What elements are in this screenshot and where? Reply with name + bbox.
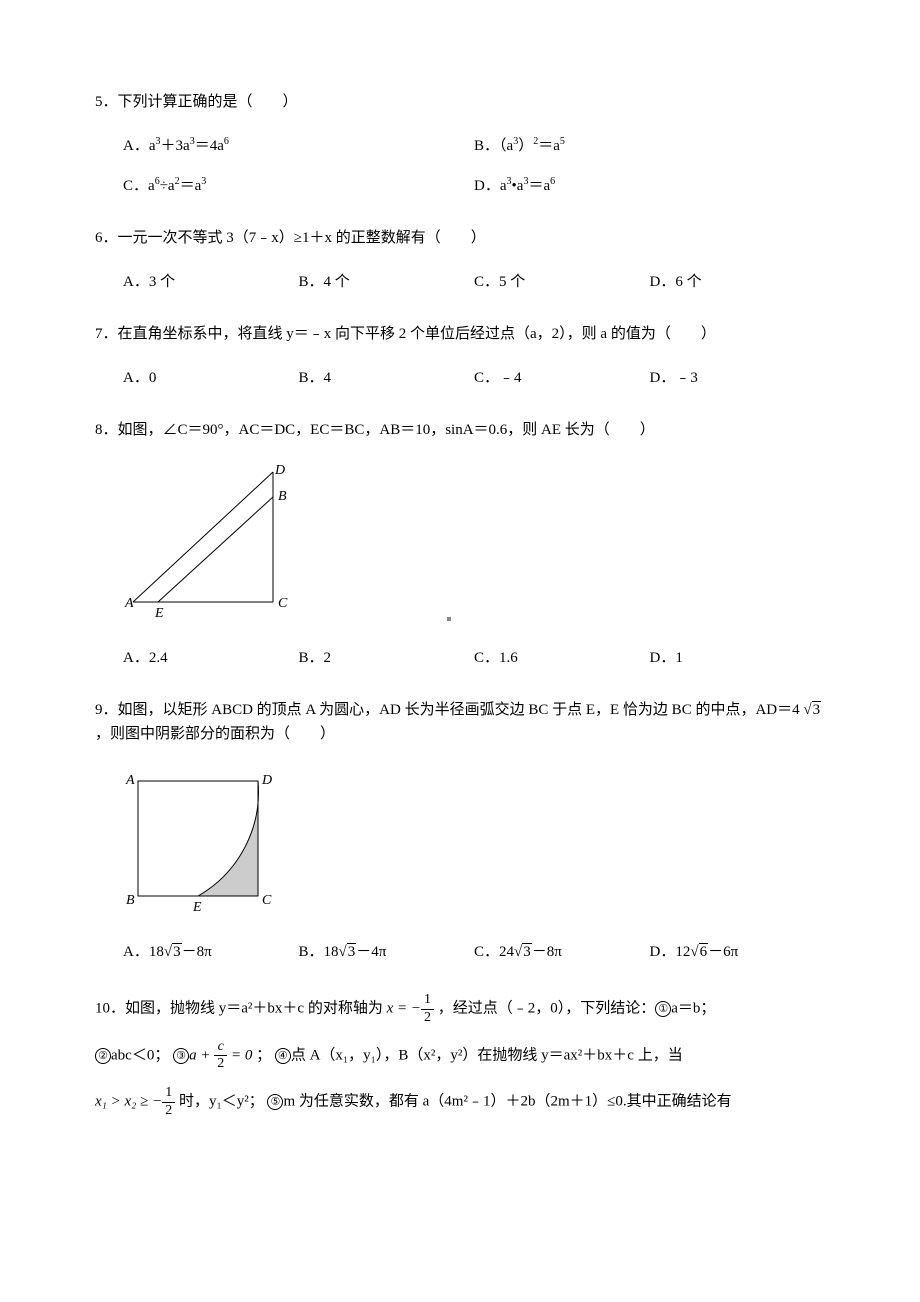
q5-option-c: C．a6÷a2＝a3: [123, 174, 474, 198]
question-10: 10．如图，抛物线 y＝a²＋bx＋c 的对称轴为 x = −12 ，经过点（﹣…: [95, 992, 825, 1120]
q6-option-a: A．3 个: [123, 270, 299, 294]
q6-option-d: D．6 个: [650, 270, 826, 294]
circled-1: ①: [655, 1001, 671, 1017]
label-E: E: [192, 900, 202, 915]
fraction: c2: [214, 1039, 227, 1074]
circled-3: ③: [173, 1048, 189, 1064]
label-A: A: [125, 773, 135, 788]
sqrt-icon: 3: [803, 698, 821, 722]
q8-figure: A E C B D: [123, 462, 825, 630]
circled-4: ④: [275, 1048, 291, 1064]
q10-line2: ②abc＜0； ③a + c2 = 0 ； ④点 A（x₁，y₁），B（x²，y…: [95, 1039, 825, 1074]
q9-option-a: A．183－8π: [123, 940, 299, 964]
question-8: 8．如图，∠C＝90°，AC＝DC，EC＝BC，AB＝10，sinA＝0.6，则…: [95, 418, 825, 670]
q8-option-d: D．1: [650, 646, 826, 670]
q7-option-a: A．0: [123, 366, 299, 390]
q9-options: A．183－8π B．183－4π C．243－8π D．126－6π: [95, 940, 825, 964]
q9-rect-svg: A D B C E: [123, 766, 273, 916]
question-9: 9．如图，以矩形 ABCD 的顶点 A 为圆心，AD 长为半径画弧交边 BC 于…: [95, 698, 825, 964]
q5-text: 5．下列计算正确的是（ ）: [95, 90, 825, 114]
dot-mark: [447, 617, 451, 621]
q5-options-row2: C．a6÷a2＝a3 D．a3•a3＝a6: [95, 174, 825, 198]
q5-option-d: D．a3•a3＝a6: [474, 174, 825, 198]
q8-options: A．2.4 B．2 C．1.6 D．1: [95, 646, 825, 670]
question-7: 7．在直角坐标系中，将直线 y＝﹣x 向下平移 2 个单位后经过点（a，2），则…: [95, 322, 825, 390]
q8-text: 8．如图，∠C＝90°，AC＝DC，EC＝BC，AB＝10，sinA＝0.6，则…: [95, 418, 825, 442]
q6-option-c: C．5 个: [474, 270, 650, 294]
q8-option-b: B．2: [299, 646, 475, 670]
q9-text: 9．如图，以矩形 ABCD 的顶点 A 为圆心，AD 长为半径画弧交边 BC 于…: [95, 698, 825, 746]
q9-option-b: B．183－4π: [299, 940, 475, 964]
q6-text: 6．一元一次不等式 3（7﹣x）≥1＋x 的正整数解有（ ）: [95, 226, 825, 250]
label-E: E: [154, 606, 164, 621]
q9-figure: A D B C E: [123, 766, 825, 924]
q10-line3: x₁ > x₂ ≥ −12 时，y₁＜y²； ⑤m 为任意实数，都有 a（4m²…: [95, 1085, 825, 1120]
label-C: C: [278, 596, 288, 611]
q5-option-a: A．a3＋3a3＝4a6: [123, 134, 474, 158]
q5-option-b: B．（a3）2＝a5: [474, 134, 825, 158]
q8-option-c: C．1.6: [474, 646, 650, 670]
label-C: C: [262, 893, 272, 908]
label-D: D: [274, 463, 285, 478]
q7-option-d: D．﹣3: [650, 366, 826, 390]
circled-5: ⑤: [267, 1094, 283, 1110]
q7-text: 7．在直角坐标系中，将直线 y＝﹣x 向下平移 2 个单位后经过点（a，2），则…: [95, 322, 825, 346]
question-5: 5．下列计算正确的是（ ） A．a3＋3a3＝4a6 B．（a3）2＝a5 C．…: [95, 90, 825, 198]
label-B: B: [278, 489, 287, 504]
q5-options-row1: A．a3＋3a3＝4a6 B．（a3）2＝a5: [95, 134, 825, 158]
q7-options: A．0 B．4 C．﹣4 D．﹣3: [95, 366, 825, 390]
circled-2: ②: [95, 1048, 111, 1064]
label-B: B: [126, 893, 135, 908]
q9-option-d: D．126－6π: [650, 940, 826, 964]
q8-option-a: A．2.4: [123, 646, 299, 670]
label-A: A: [124, 596, 134, 611]
q7-option-c: C．﹣4: [474, 366, 650, 390]
q6-option-b: B．4 个: [299, 270, 475, 294]
q8-triangle-svg: A E C B D: [123, 462, 293, 622]
question-6: 6．一元一次不等式 3（7﹣x）≥1＋x 的正整数解有（ ） A．3 个 B．4…: [95, 226, 825, 294]
q6-options: A．3 个 B．4 个 C．5 个 D．6 个: [95, 270, 825, 294]
q7-option-b: B．4: [299, 366, 475, 390]
fraction: 12: [421, 992, 434, 1027]
label-D: D: [261, 773, 272, 788]
q9-option-c: C．243－8π: [474, 940, 650, 964]
q10-line1: 10．如图，抛物线 y＝a²＋bx＋c 的对称轴为 x = −12 ，经过点（﹣…: [95, 992, 825, 1027]
fraction: 12: [162, 1085, 175, 1120]
